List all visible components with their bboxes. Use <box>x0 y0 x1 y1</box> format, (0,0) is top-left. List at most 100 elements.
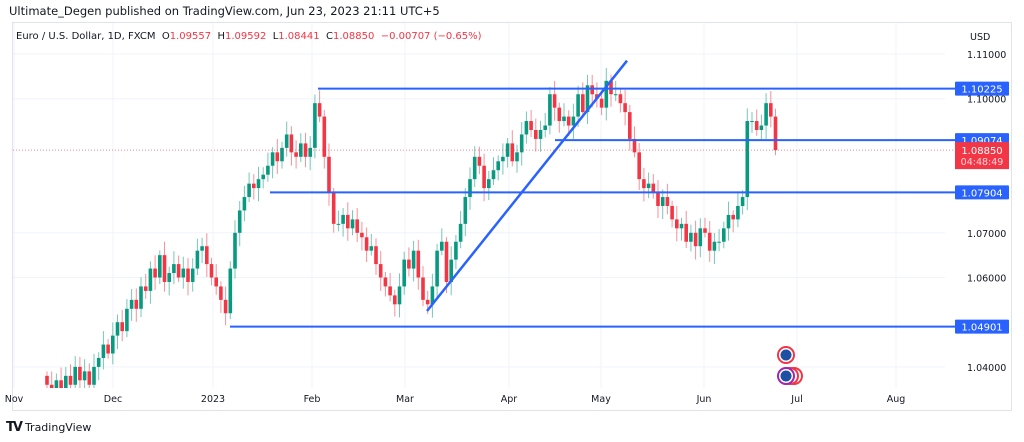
candle-body <box>623 103 627 113</box>
candle-body <box>646 183 651 189</box>
candle-body <box>153 268 157 278</box>
candle-body <box>106 344 110 354</box>
candle-body <box>308 147 312 157</box>
tradingview-logo[interactable]: TV TradingView <box>6 420 91 435</box>
candle-body <box>261 174 265 180</box>
time-tick-label: May <box>591 394 611 405</box>
candle-body <box>581 94 585 113</box>
price-tick-label: 1.06000 <box>967 274 1006 285</box>
time-tick-label: Apr <box>501 394 518 405</box>
candle-body <box>731 214 735 220</box>
candle-body <box>289 134 294 153</box>
candle-body <box>628 112 632 139</box>
candle-body <box>454 241 458 260</box>
candle-body <box>73 366 77 385</box>
candle-body <box>505 143 510 157</box>
candle-body <box>247 183 251 198</box>
last-price-label: 1.08850 <box>961 146 1002 157</box>
open-value: 1.09557 <box>169 31 212 42</box>
candle-body <box>228 268 233 314</box>
candle-body <box>571 116 576 126</box>
candle-body <box>407 259 411 269</box>
candle-body <box>552 94 557 108</box>
chart-frame[interactable] <box>12 22 1012 411</box>
candle-body <box>209 264 214 278</box>
price-tick-label: 1.07000 <box>967 229 1006 240</box>
candle-body <box>510 143 515 162</box>
level-price-badge <box>955 319 1009 334</box>
candle-body <box>172 264 176 274</box>
candle-body <box>115 322 120 336</box>
tv-logo-icon: TV <box>6 420 23 435</box>
candle-body <box>388 286 392 296</box>
candle-body <box>214 277 218 287</box>
candle-body <box>675 219 679 229</box>
candle-body <box>491 170 496 180</box>
candle-body <box>331 192 336 224</box>
candle-body <box>378 264 383 278</box>
candle-body <box>402 259 406 287</box>
time-tick-label: Jun <box>696 394 712 405</box>
level-price-label: 1.07904 <box>961 188 1002 199</box>
candle-body <box>745 121 750 198</box>
economic-events[interactable] <box>777 346 803 385</box>
candle-body <box>726 214 731 229</box>
logo-text: TradingView <box>24 421 92 434</box>
candle-body <box>346 214 350 229</box>
candle-body <box>275 152 280 162</box>
candle-body <box>120 322 124 332</box>
candle-body <box>651 183 656 193</box>
time-tick-label: 2023 <box>201 394 225 405</box>
candle-body <box>129 299 134 309</box>
time-tick-label: Jul <box>790 394 802 405</box>
level-price-badge <box>955 185 1009 200</box>
high-value: 1.09592 <box>224 31 267 42</box>
candle-body <box>496 161 500 171</box>
candle-body <box>463 197 468 224</box>
candle-body <box>190 268 195 282</box>
candle-body <box>482 165 486 189</box>
eu-flag-event-icon[interactable] <box>777 346 795 364</box>
candle-body <box>45 375 49 385</box>
candle-body <box>280 147 284 162</box>
candle-body <box>501 156 505 162</box>
candle-body <box>642 179 646 189</box>
symbol-name: Euro / U.S. Dollar, 1D, FXCM <box>16 31 156 42</box>
candle-body <box>299 143 303 157</box>
candle-body <box>519 134 524 153</box>
candle-body <box>769 103 773 117</box>
candle-body <box>294 152 298 157</box>
candle-body <box>167 273 171 282</box>
candle-body <box>722 228 726 242</box>
candle-body <box>341 214 345 224</box>
candle-body <box>393 295 397 305</box>
candle-body <box>468 179 472 198</box>
candle-body <box>562 116 566 122</box>
low-label: L <box>272 31 279 42</box>
candle-body <box>143 286 148 291</box>
candle-body <box>360 232 364 238</box>
candle-body <box>176 264 181 278</box>
candle-body <box>618 94 623 104</box>
candle-body <box>590 85 594 95</box>
eu-flag-event-icon[interactable] <box>777 367 803 385</box>
high-label: H <box>217 31 225 42</box>
price-tick-label: 1.10000 <box>967 95 1006 106</box>
candle-body <box>162 255 167 282</box>
candle-body <box>78 366 82 381</box>
candle-body <box>284 134 289 148</box>
candle-body <box>557 107 562 122</box>
candle-body <box>736 205 740 220</box>
candle-body <box>665 197 670 206</box>
candle-body <box>223 299 228 314</box>
candle-body <box>444 241 449 282</box>
candle-body <box>158 255 162 278</box>
candle-body <box>487 179 491 189</box>
low-value: 1.08441 <box>278 31 320 42</box>
change-value: −0.00707 (−0.65%) <box>380 31 482 42</box>
candle-body <box>637 152 641 180</box>
candle-body <box>336 223 341 225</box>
candle-body <box>670 205 674 220</box>
candle-body <box>266 165 270 175</box>
